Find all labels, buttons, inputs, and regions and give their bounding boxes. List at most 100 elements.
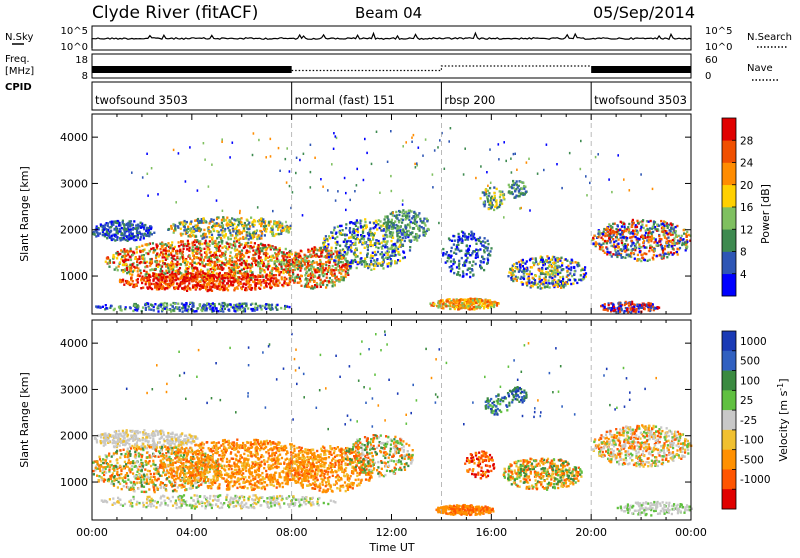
data-cell <box>357 221 359 223</box>
data-cell <box>246 234 248 236</box>
data-cell <box>246 231 248 233</box>
data-cell <box>231 247 233 249</box>
data-cell <box>331 279 333 281</box>
data-cell <box>652 226 654 228</box>
nave-line <box>292 66 592 71</box>
data-cell <box>250 241 252 243</box>
data-cell <box>254 224 256 226</box>
data-cell <box>305 277 307 279</box>
data-cell <box>469 308 471 310</box>
data-cell <box>615 251 617 253</box>
data-cell <box>599 248 601 250</box>
data-cell <box>551 277 553 279</box>
data-cell <box>178 245 180 247</box>
data-cell <box>314 284 316 286</box>
data-cell <box>199 263 201 265</box>
data-cell <box>671 245 673 247</box>
data-cell <box>609 229 611 231</box>
data-cell <box>281 284 283 286</box>
data-cell <box>386 225 388 227</box>
data-cell <box>537 286 539 288</box>
data-cell <box>254 288 256 290</box>
data-cell <box>484 302 486 304</box>
data-cell <box>170 275 172 277</box>
data-cell <box>364 218 366 220</box>
data-cell <box>472 274 474 276</box>
data-cell <box>149 276 151 278</box>
data-cell <box>508 271 510 273</box>
data-cell <box>551 265 553 267</box>
data-cell <box>178 241 180 243</box>
data-cell <box>181 251 183 253</box>
data-cell <box>197 248 199 250</box>
data-cell <box>174 225 176 227</box>
data-cell <box>613 241 615 243</box>
data-cell <box>192 274 194 276</box>
data-cell <box>625 245 627 247</box>
data-cell <box>261 223 263 225</box>
data-cell <box>462 273 464 275</box>
data-cell <box>385 252 387 254</box>
data-cell <box>150 248 152 250</box>
data-cell <box>450 256 452 258</box>
data-cell <box>384 216 386 218</box>
data-cell <box>245 264 247 266</box>
data-cell <box>223 287 225 289</box>
data-cell <box>310 265 312 267</box>
data-cell <box>164 288 166 290</box>
data-cell <box>221 231 223 233</box>
data-cell <box>462 231 464 233</box>
data-cell <box>134 258 136 260</box>
data-cell <box>493 306 495 308</box>
data-cell <box>121 256 123 258</box>
data-cell <box>142 258 144 260</box>
data-cell <box>234 261 236 263</box>
data-cell <box>394 220 396 222</box>
data-cell <box>201 243 203 245</box>
data-cell <box>624 247 626 249</box>
data-cell <box>164 263 166 265</box>
data-cell <box>115 236 117 238</box>
data-cell <box>643 227 645 229</box>
data-cell <box>248 222 250 224</box>
data-cell <box>229 255 231 257</box>
data-cell <box>166 245 168 247</box>
data-cell <box>168 271 170 273</box>
freq-right-tick-top: 60 <box>705 55 718 66</box>
data-cell <box>606 242 608 244</box>
data-cell <box>145 230 147 232</box>
data-cell <box>285 282 287 284</box>
data-cell <box>569 272 571 274</box>
data-cell <box>186 290 188 292</box>
data-cell <box>288 254 290 256</box>
data-cell <box>249 233 251 235</box>
data-cell <box>469 271 471 273</box>
data-cell <box>396 227 398 229</box>
data-cell <box>458 260 460 262</box>
data-cell <box>278 233 280 235</box>
data-cell <box>268 221 270 223</box>
data-cell <box>158 288 160 290</box>
data-cell <box>217 243 219 245</box>
data-cell <box>192 226 194 228</box>
data-cell <box>130 269 132 271</box>
data-cell <box>205 251 207 253</box>
data-cell <box>626 254 628 256</box>
data-cell <box>123 248 125 250</box>
data-cell <box>381 242 383 244</box>
data-cell <box>265 248 267 250</box>
data-cell <box>233 273 235 275</box>
data-cell <box>362 260 364 262</box>
data-cell <box>558 258 560 260</box>
data-cell <box>144 262 146 264</box>
data-cell <box>256 279 258 281</box>
data-cell <box>516 180 518 182</box>
data-cell <box>251 287 253 289</box>
data-cell <box>111 221 113 223</box>
nsky-right-tick-top: 10^5 <box>705 26 732 37</box>
data-cell <box>648 250 650 252</box>
data-cell <box>263 225 265 227</box>
data-cell <box>210 258 212 260</box>
data-cell <box>149 286 151 288</box>
